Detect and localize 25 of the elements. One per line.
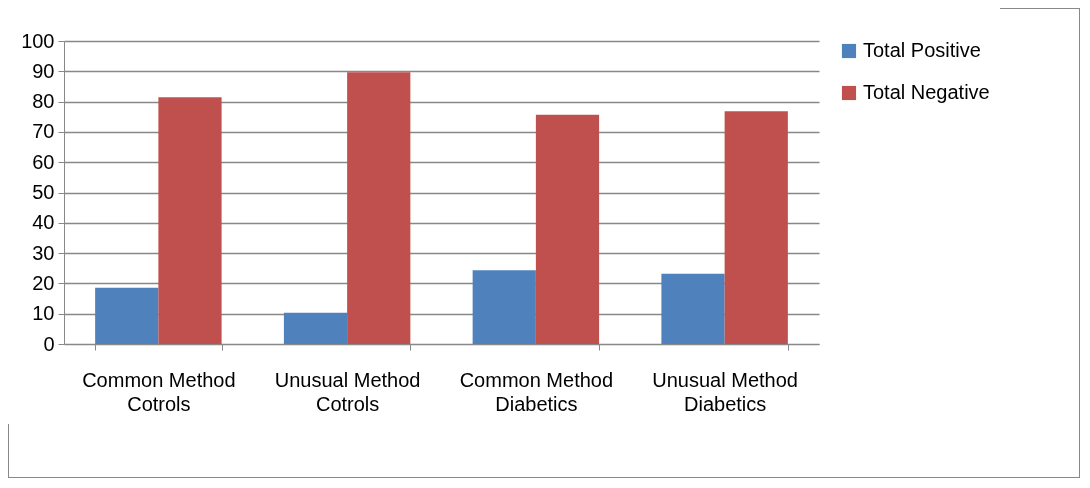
bar [283, 312, 348, 344]
y-tick-label: 20 [32, 271, 55, 294]
y-tick-label: 50 [32, 181, 55, 203]
x-tick-label: Common Method Cotrols [82, 368, 236, 415]
bar [347, 72, 411, 344]
y-tick-label: 80 [32, 90, 55, 113]
x-tick-label: Unusual Method Diabetics [652, 368, 798, 415]
y-tick-label: 10 [32, 302, 55, 325]
bar [535, 114, 600, 344]
x-tick-label: Unusual Method Cotrols [274, 368, 421, 415]
legend-label: Total Positive [863, 39, 981, 61]
bar [472, 270, 536, 344]
bar [724, 111, 788, 344]
y-tick-label: 30 [32, 241, 55, 264]
bar [661, 273, 725, 344]
bar [158, 97, 222, 344]
x-tick-label: Common Method Diabetics [459, 368, 614, 415]
y-tick-label: 0 [43, 332, 55, 355]
y-tick-label: 100 [21, 29, 55, 52]
y-tick-label: 90 [32, 59, 55, 82]
y-tick-label: 60 [32, 150, 55, 173]
y-tick-label: 70 [32, 120, 55, 143]
legend-label: Total Negative [863, 81, 990, 103]
bar [95, 287, 159, 344]
y-tick-label: 40 [32, 211, 55, 234]
